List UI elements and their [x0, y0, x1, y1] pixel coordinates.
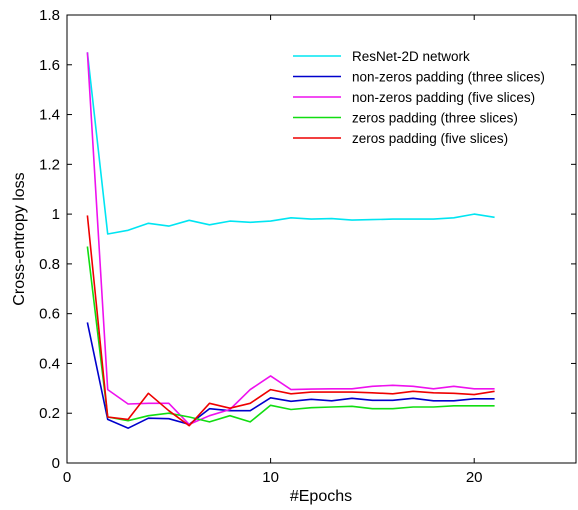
y-tick-label: 0.4	[39, 355, 60, 372]
legend-label: non-zeros padding (three slices)	[352, 70, 545, 85]
series-line-1	[86, 52, 495, 235]
legend-label: zeros padding (five slices)	[352, 131, 508, 146]
series-line-3	[86, 52, 495, 426]
legend-label: ResNet-2D network	[352, 49, 470, 64]
y-tick-label: 1.2	[39, 156, 60, 173]
series-lines	[86, 52, 495, 430]
y-tick-label: 1.6	[39, 57, 60, 74]
x-tick-label: 10	[262, 469, 279, 486]
series-line-5	[86, 215, 495, 427]
x-tick-label: 0	[63, 469, 71, 486]
y-tick-label: 0.8	[39, 256, 60, 273]
y-tick-label: 1	[52, 206, 60, 223]
y-axis-label: Cross-entropy loss	[11, 172, 28, 305]
y-tick-label: 1.4	[39, 107, 60, 124]
x-axis-label: #Epochs	[290, 488, 352, 505]
y-tick-label: 0.2	[39, 405, 60, 422]
legend-label: zeros padding (three slices)	[352, 111, 518, 126]
series-line-4	[86, 246, 495, 423]
y-tick-label: 1.8	[39, 7, 60, 24]
x-tick-label: 20	[466, 469, 483, 486]
y-tick-label: 0	[52, 455, 60, 472]
legend: ResNet-2D network non-zeros padding (thre…	[293, 49, 545, 146]
axis-ticks: 0 0.2 0.4 0.6 0.8 1 1.2 1.4 1.6 1.8 0 10 20	[39, 7, 576, 486]
series-line-2	[86, 322, 495, 430]
y-tick-label: 0.6	[39, 306, 60, 323]
legend-label: non-zeros padding (five slices)	[352, 90, 535, 105]
